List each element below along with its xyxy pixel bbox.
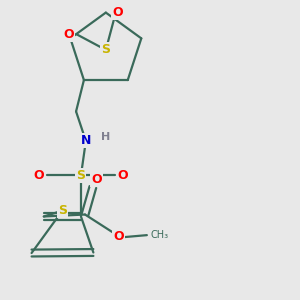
Text: O: O — [113, 230, 124, 243]
Text: S: S — [101, 44, 110, 56]
Text: H: H — [101, 132, 110, 142]
Text: O: O — [112, 6, 123, 19]
Text: CH₃: CH₃ — [151, 230, 169, 240]
Text: S: S — [58, 204, 67, 217]
Text: O: O — [118, 169, 128, 182]
Text: O: O — [63, 28, 74, 41]
Text: O: O — [34, 169, 44, 182]
Text: N: N — [81, 134, 91, 147]
Text: S: S — [76, 169, 85, 182]
Text: O: O — [92, 173, 102, 186]
